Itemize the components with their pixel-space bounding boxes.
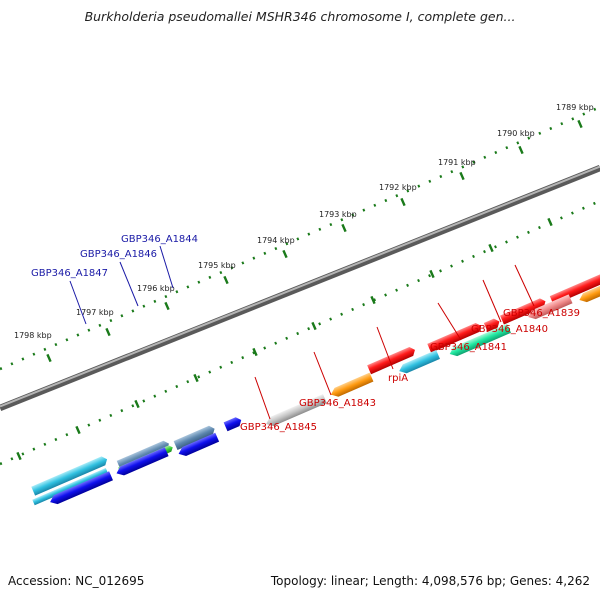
upper-gene-labels: GBP346_A1847 GBP346_A1846 GBP346_A1844 bbox=[31, 234, 198, 279]
gene-blue-rev-2[interactable] bbox=[115, 447, 169, 478]
tick-label-1798: 1798 kbp bbox=[14, 331, 52, 340]
map-title: Burkholderia pseudomallei MSHR346 chromo… bbox=[84, 9, 516, 24]
forward-genes bbox=[31, 262, 600, 496]
tick-label-1789: 1789 kbp bbox=[556, 103, 594, 112]
gene-red-fwd-2[interactable] bbox=[427, 321, 483, 353]
gene-a1844[interactable] bbox=[223, 416, 244, 432]
gene-blue-rev-3[interactable] bbox=[177, 432, 220, 459]
tick-label-1796: 1796 kbp bbox=[137, 284, 175, 293]
label-a1844: GBP346_A1844 bbox=[121, 234, 198, 245]
tick-labels: 1789 kbp 1790 kbp 1791 kbp 1792 kbp 1793… bbox=[14, 103, 594, 340]
gene-gray-a1845[interactable] bbox=[264, 394, 327, 428]
upper-ruler bbox=[0, 105, 600, 371]
gene-cyan-rpia[interactable] bbox=[397, 349, 440, 376]
tick-label-1794: 1794 kbp bbox=[257, 236, 295, 245]
gene-cyan-rev[interactable] bbox=[32, 467, 109, 506]
gene-cyan-fwd[interactable] bbox=[31, 455, 109, 496]
gene-red-fwd-1[interactable] bbox=[367, 345, 417, 375]
gene-red-a1839[interactable] bbox=[549, 262, 600, 305]
label-a1847: GBP346_A1847 bbox=[31, 268, 108, 279]
genome-backbone bbox=[0, 164, 600, 412]
topology-text: Topology: linear; Length: 4,098,576 bp; … bbox=[270, 574, 590, 588]
gene-orange-rev[interactable] bbox=[577, 270, 600, 304]
upper-leader-lines bbox=[69, 245, 174, 325]
label-a1846: GBP346_A1846 bbox=[80, 249, 157, 260]
gene-red-a1840[interactable] bbox=[500, 297, 547, 325]
gene-teal-a1841[interactable] bbox=[448, 323, 511, 359]
label-rpia: rpiA bbox=[388, 373, 408, 384]
gene-a1846[interactable] bbox=[173, 424, 217, 450]
tick-label-1797: 1797 kbp bbox=[76, 308, 114, 317]
lower-ruler bbox=[0, 199, 600, 466]
upper-major-ticks bbox=[46, 119, 583, 363]
gene-pink-a1840[interactable] bbox=[526, 294, 573, 321]
gene-orange-a1843[interactable] bbox=[329, 372, 374, 399]
tick-label-1792: 1792 kbp bbox=[379, 183, 417, 192]
label-a1843: GBP346_A1843 bbox=[299, 398, 376, 409]
label-a1840: GBP346_A1840 bbox=[471, 324, 548, 335]
label-a1845: GBP346_A1845 bbox=[240, 422, 317, 433]
tick-label-1790: 1790 kbp bbox=[497, 129, 535, 138]
lower-leader-lines bbox=[254, 264, 535, 420]
tick-label-1791: 1791 kbp bbox=[438, 158, 476, 167]
label-a1841: GBP346_A1841 bbox=[430, 342, 507, 353]
label-a1839: GBP346_A1839 bbox=[503, 308, 580, 319]
gene-red-a1841[interactable] bbox=[483, 317, 502, 332]
tick-label-1795: 1795 kbp bbox=[198, 261, 236, 270]
reverse-genes bbox=[32, 270, 600, 506]
lower-major-ticks bbox=[16, 217, 553, 461]
lower-gene-labels: GBP346_A1845 GBP346_A1843 rpiA GBP346_A1… bbox=[240, 308, 580, 433]
accession-text: Accession: NC_012695 bbox=[8, 574, 145, 588]
tick-label-1793: 1793 kbp bbox=[319, 210, 357, 219]
gene-blue-rev-1[interactable] bbox=[48, 471, 113, 506]
